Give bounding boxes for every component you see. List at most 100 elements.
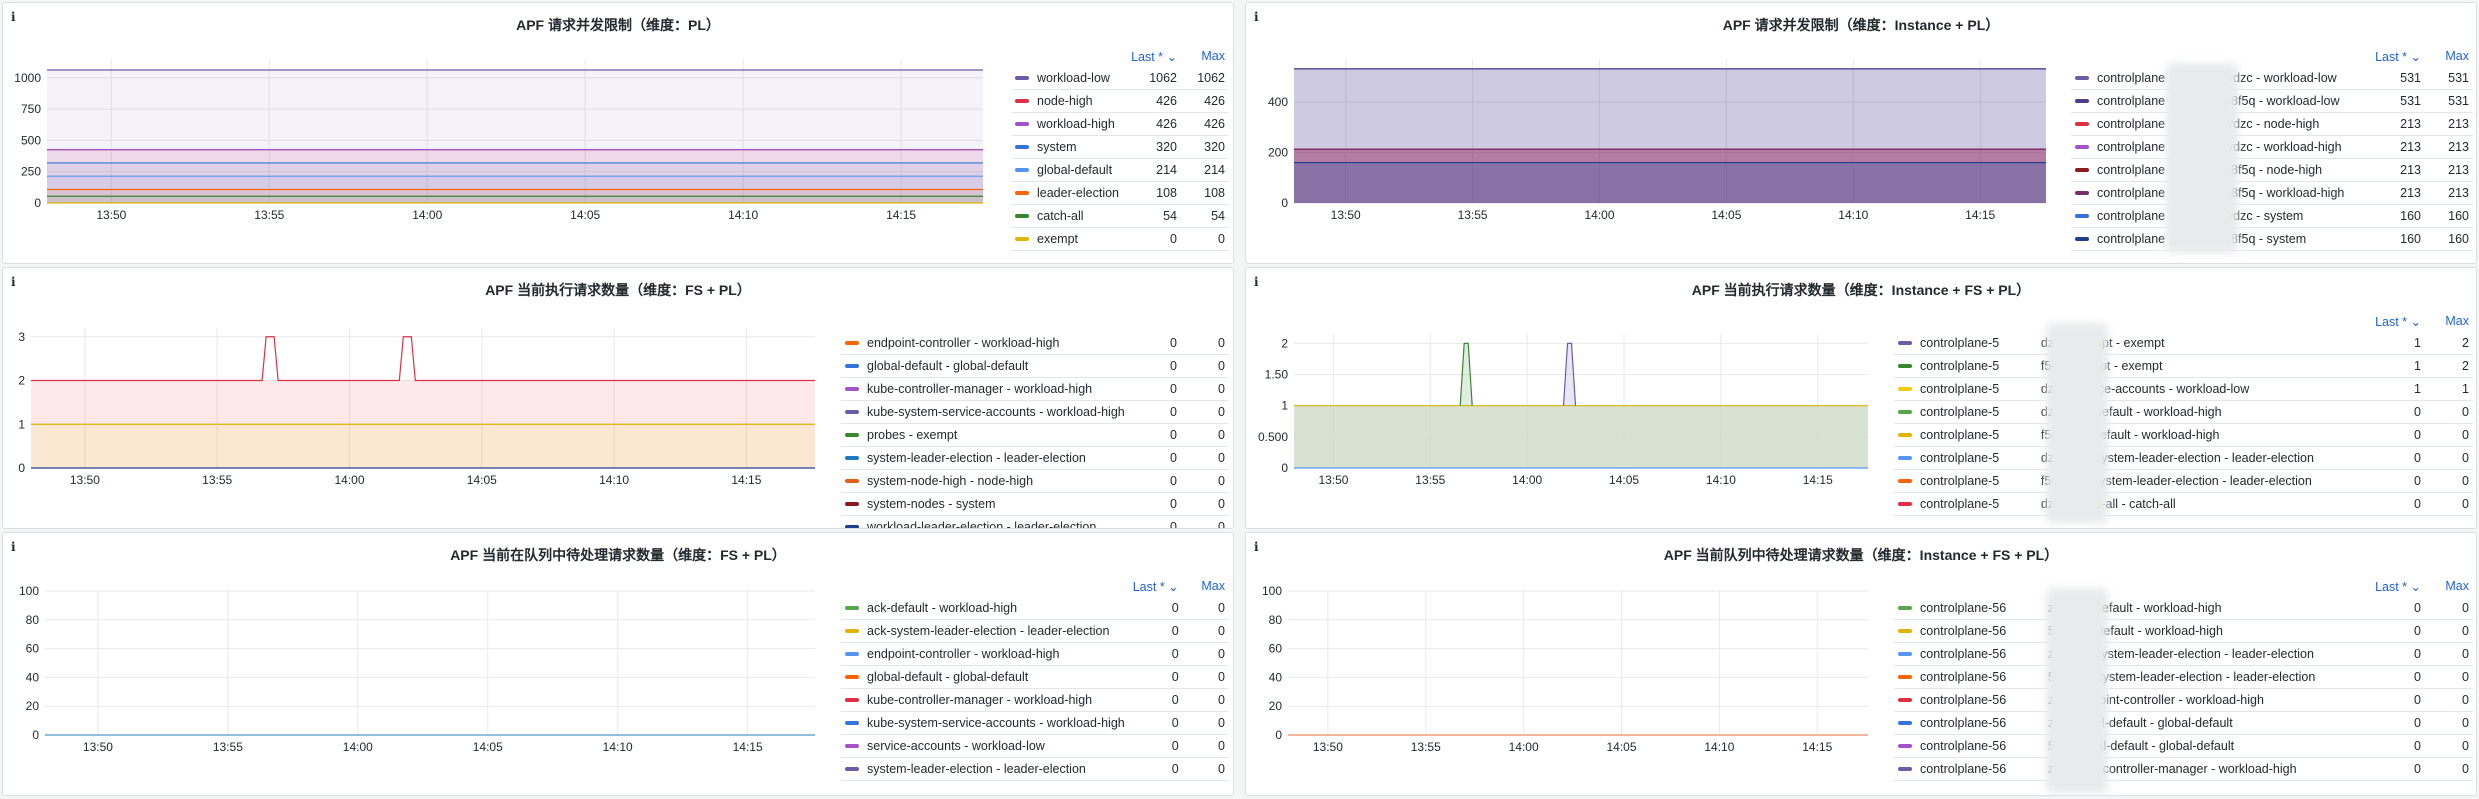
legend-item[interactable]: controlplane-5 dzc - service-accounts - …: [1894, 377, 2473, 401]
info-icon[interactable]: i: [11, 10, 16, 24]
legend-swatch: [1898, 386, 1912, 391]
x-tick-label: 14:15: [1802, 740, 1832, 754]
panel-title[interactable]: APF 请求并发限制（维度：Instance + PL）: [1722, 17, 2000, 33]
chart[interactable]: 13:50 13:55 14:00 14:05 14:10 14:15 0 20 40 60 80 1…: [3, 581, 833, 793]
legend-item[interactable]: controlplane g8f5q - system 160 160: [2071, 227, 2473, 251]
y-tick-label: 0: [18, 461, 25, 475]
series-area: [31, 424, 815, 468]
legend-item[interactable]: kube-controller-manager - workload-high 0…: [841, 688, 1229, 712]
legend-header-last[interactable]: Last * ⌄: [2375, 579, 2421, 594]
x-tick-label: 14:15: [1965, 208, 1995, 222]
x-tick-label: 14:00: [412, 208, 442, 222]
legend-last-value: 0: [1128, 711, 1183, 735]
legend-header-last[interactable]: Last * ⌄: [2375, 314, 2421, 329]
legend-item[interactable]: controlplane lvdzc - system 160 160: [2071, 204, 2473, 228]
legend-item[interactable]: controlplane-56 zc - ack-default - workl…: [1894, 597, 2473, 620]
info-icon[interactable]: i: [1254, 540, 1259, 554]
panel-title[interactable]: APF 当前执行请求数量（维度：Instance + FS + PL）: [1691, 282, 2031, 298]
legend-item[interactable]: controlplane-56 zc - ack-system-leader-e…: [1894, 642, 2473, 666]
legend-last-value: 0: [1128, 665, 1183, 689]
legend-item[interactable]: service-accounts - workload-low 0 0: [841, 734, 1229, 758]
legend-item[interactable]: controlplane lvdzc - workload-high 213 213: [2071, 135, 2473, 159]
legend-max-value: 0: [1182, 597, 1229, 620]
chart[interactable]: 13:50 13:55 14:00 14:05 14:10 14:15 0 250 500 750…: [3, 51, 1003, 261]
legend-swatch: [1898, 501, 1912, 506]
legend-item[interactable]: controlplane-56 5q - ack-default - workl…: [1894, 619, 2473, 643]
legend-header-max[interactable]: Max: [1201, 579, 1225, 593]
chart[interactable]: 13:50 13:55 14:00 14:05 14:10 14:15 0 200 400: [1246, 51, 2076, 261]
legend-item[interactable]: leader-election 108 108: [1011, 181, 1229, 205]
legend-item[interactable]: system-nodes - system 0 0: [841, 492, 1229, 516]
legend-item[interactable]: controlplane g8f5q - workload-low 531 531: [2071, 89, 2473, 113]
legend-item[interactable]: controlplane-56 zc - kube-controller-man…: [1894, 757, 2473, 781]
legend-item[interactable]: kube-system-service-accounts - workload-…: [841, 711, 1229, 735]
panel-title[interactable]: APF 请求并发限制（维度：PL）: [516, 17, 720, 33]
chart[interactable]: 13:50 13:55 14:00 14:05 14:10 14:15 0 1 2 3: [3, 316, 833, 526]
legend-item[interactable]: kube-system-service-accounts - workload-…: [841, 400, 1229, 424]
x-tick-label: 13:50: [83, 740, 113, 754]
legend-max-value: 0: [1181, 492, 1229, 516]
info-icon[interactable]: i: [1254, 275, 1259, 289]
legend-item[interactable]: controlplane-5 f5q - ack-default - workl…: [1894, 423, 2473, 447]
legend-item[interactable]: system-leader-election - leader-election…: [841, 446, 1229, 470]
legend-item[interactable]: probes - exempt 0 0: [841, 423, 1229, 447]
info-icon[interactable]: i: [11, 275, 16, 289]
panel-title[interactable]: APF 当前队列中待处理请求数量（维度：Instance + FS + PL）: [1663, 547, 2059, 563]
legend-item[interactable]: controlplane-5 dzc - ack-default - workl…: [1894, 400, 2473, 424]
legend-item[interactable]: exempt 0 0: [1011, 227, 1229, 251]
legend-item[interactable]: global-default - global-default 0 0: [841, 665, 1229, 689]
panel-title[interactable]: APF 当前执行请求数量（维度：FS + PL）: [485, 282, 751, 298]
legend-item[interactable]: workload-high 426 426: [1011, 112, 1229, 136]
legend-item[interactable]: controlplane-5 dzc - catch-all - catch-a…: [1894, 492, 2473, 516]
legend-item[interactable]: controlplane-56 5q - ack-system-leader-e…: [1894, 665, 2473, 689]
panel-apf-executing-fs-pl: i APF 当前执行请求数量（维度：FS + PL） 13:50 13:55 14:…: [2, 267, 1234, 529]
legend-item[interactable]: controlplane-5 dzc - exempt - exempt 1 2: [1894, 332, 2473, 355]
legend-item[interactable]: controlplane-56 zc - endpoint-controller…: [1894, 688, 2473, 712]
legend-header-max[interactable]: Max: [2445, 49, 2469, 63]
legend-item[interactable]: controlplane-56 5q - global-default - gl…: [1894, 734, 2473, 758]
legend-item[interactable]: controlplane g8f5q - workload-high 213 213: [2071, 181, 2473, 205]
legend-item[interactable]: workload-low 1062 1062: [1011, 67, 1229, 90]
legend-item[interactable]: controlplane-56 zc - global-default - gl…: [1894, 711, 2473, 735]
legend-header-max[interactable]: Max: [2445, 579, 2469, 593]
chart[interactable]: 13:50 13:55 14:00 14:05 14:10 14:15 0 0.500 1 1.5…: [1246, 316, 1886, 526]
legend-item[interactable]: system-node-high - node-high 0 0: [841, 469, 1229, 493]
legend-item[interactable]: global-default - global-default 0 0: [841, 354, 1229, 378]
legend-header-max[interactable]: Max: [1201, 49, 1225, 63]
legend-item[interactable]: controlplane g8f5q - node-high 213 213: [2071, 158, 2473, 182]
legend-header-max[interactable]: Max: [2445, 314, 2469, 328]
panel-title[interactable]: APF 当前在队列中待处理请求数量（维度：FS + PL）: [450, 547, 786, 563]
legend-item[interactable]: kube-controller-manager - workload-high 0…: [841, 377, 1229, 401]
legend-item[interactable]: global-default 214 214: [1011, 158, 1229, 182]
legend-item[interactable]: node-high 426 426: [1011, 89, 1229, 113]
legend-item[interactable]: controlplane lvdzc - node-high 213 213: [2071, 112, 2473, 136]
series-area: [1294, 68, 2046, 203]
legend-max-value: 0: [2425, 711, 2473, 735]
x-tick-label: 13:50: [1313, 740, 1343, 754]
legend: Last * ⌄ Max ack-default - workload-high 0 0…: [841, 575, 1229, 781]
legend-item[interactable]: workload-leader-election - leader-electi…: [841, 515, 1229, 528]
legend-header-last[interactable]: Last * ⌄: [2375, 49, 2421, 64]
legend-item[interactable]: catch-all 54 54: [1011, 204, 1229, 228]
legend-item[interactable]: system-leader-election - leader-election…: [841, 757, 1229, 781]
legend: endpoint-controller - workload-high 0 0 glo…: [841, 310, 1229, 528]
x-tick-label: 14:05: [467, 473, 497, 487]
legend-max-value: 0: [1182, 757, 1229, 781]
chart[interactable]: 13:50 13:55 14:00 14:05 14:10 14:15 0 20 40 60 80 1…: [1246, 581, 1886, 793]
legend-header-last[interactable]: Last * ⌄: [1131, 49, 1177, 64]
x-tick-label: 13:55: [213, 740, 243, 754]
legend-item[interactable]: endpoint-controller - workload-high 0 0: [841, 642, 1229, 666]
legend-item[interactable]: endpoint-controller - workload-high 0 0: [841, 332, 1229, 355]
legend-header-last[interactable]: Last * ⌄: [1132, 579, 1179, 594]
legend-item[interactable]: system 320 320: [1011, 135, 1229, 159]
legend-item[interactable]: ack-default - workload-high 0 0: [841, 597, 1229, 620]
legend-item[interactable]: controlplane-5 f5q - ack-system-leader-e…: [1894, 469, 2473, 493]
legend-max-value: 0: [2425, 597, 2473, 620]
info-icon[interactable]: i: [11, 540, 16, 554]
info-icon[interactable]: i: [1254, 10, 1259, 24]
legend-item[interactable]: controlplane-5 dzc - ack-system-leader-e…: [1894, 446, 2473, 470]
legend-item[interactable]: controlplane-5 f5q - exempt - exempt 1 2: [1894, 354, 2473, 378]
legend-item[interactable]: controlplane lvdzc - workload-low 531 531: [2071, 67, 2473, 90]
legend-item[interactable]: ack-system-leader-election - leader-elec…: [841, 619, 1229, 643]
legend-swatch: [845, 409, 859, 414]
